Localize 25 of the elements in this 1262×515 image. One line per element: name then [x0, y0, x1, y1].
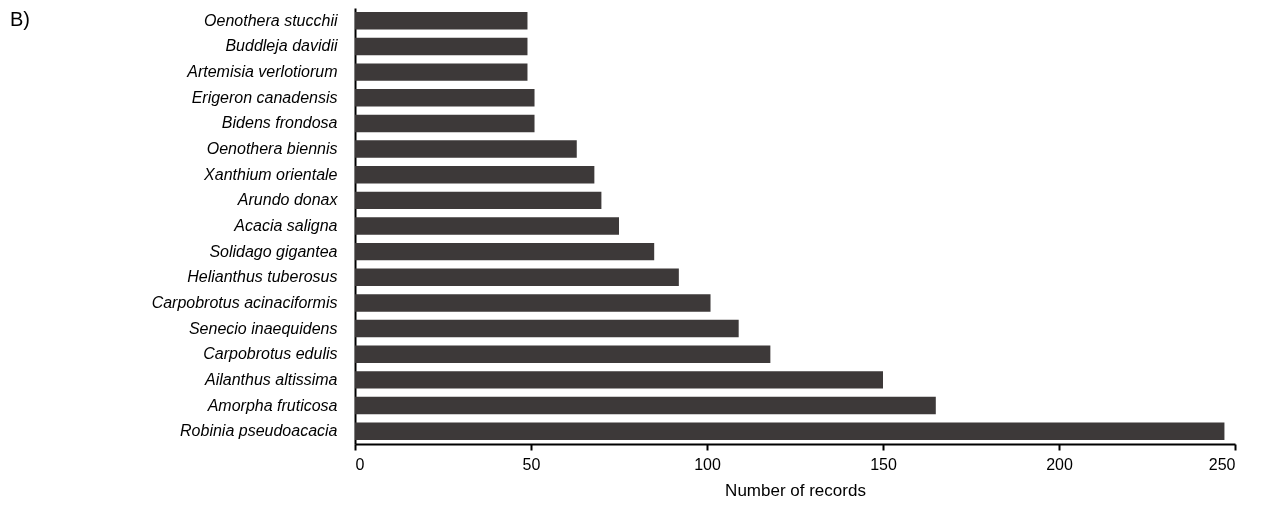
x-tick-label: 50	[522, 455, 541, 473]
y-tick-label: Xanthium orientale	[203, 165, 338, 183]
x-tick-label: 150	[870, 455, 897, 473]
y-tick-label: Ailanthus altissima	[204, 370, 338, 388]
y-tick-label: Oenothera stucchii	[204, 11, 338, 29]
y-tick-label: Amorpha fruticosa	[206, 396, 338, 414]
y-tick-label: Carpobrotus edulis	[203, 345, 338, 363]
y-tick-label: Erigeron canadensis	[191, 88, 338, 106]
x-axis-title: Number of records	[725, 480, 866, 500]
y-tick-label: Senecio inaequidens	[188, 319, 338, 337]
y-tick-label: Acacia saligna	[233, 217, 338, 234]
y-tick-label: Carpobrotus acinaciformis	[151, 293, 338, 311]
y-tick-label: Helianthus tuberosus	[187, 268, 338, 286]
y-tick-label: Robinia pseudoacacia	[180, 422, 338, 440]
y-tick-label: Artemisia verlotiorum	[186, 63, 338, 81]
y-tick-label: Oenothera biennis	[206, 140, 338, 158]
y-tick-label: Buddleja davidii	[225, 37, 338, 55]
text: B)	[10, 8, 30, 30]
y-tick-label: Arundo donax	[236, 191, 339, 209]
x-tick-label: 200	[1046, 455, 1073, 473]
y-tick-label: Solidago gigantea	[209, 242, 338, 260]
y-tick-label: Bidens frondosa	[221, 114, 338, 132]
x-tick-label: 0	[355, 455, 365, 473]
x-tick-label: 250	[1208, 455, 1236, 473]
x-tick-label: 100	[694, 455, 721, 473]
